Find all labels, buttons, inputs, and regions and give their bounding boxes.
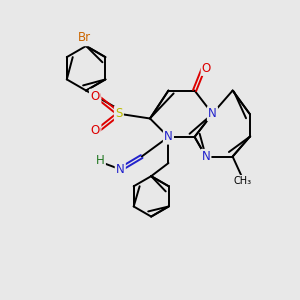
Text: O: O [91, 124, 100, 137]
Text: N: N [202, 150, 210, 163]
Text: S: S [115, 107, 122, 120]
Text: O: O [91, 90, 100, 103]
Text: N: N [164, 130, 173, 143]
Text: O: O [202, 62, 211, 75]
Text: O: O [90, 90, 99, 103]
Text: Br: Br [78, 31, 91, 44]
Text: N: N [116, 163, 125, 176]
Text: N: N [208, 107, 217, 120]
Text: CH₃: CH₃ [234, 176, 252, 186]
Text: O: O [90, 124, 99, 137]
Text: Br: Br [78, 32, 91, 45]
Text: H: H [96, 154, 105, 167]
Text: S: S [115, 107, 122, 120]
